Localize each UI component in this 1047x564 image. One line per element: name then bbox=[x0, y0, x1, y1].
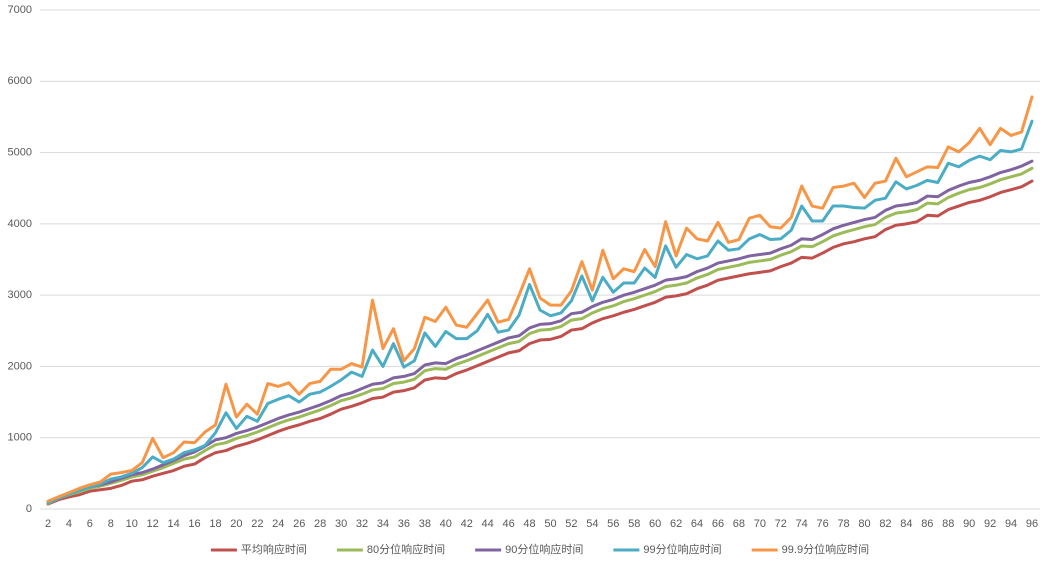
x-tick-label: 14 bbox=[167, 518, 179, 530]
legend-label: 99分位响应时间 bbox=[643, 542, 721, 556]
x-tick-label: 80 bbox=[858, 518, 870, 530]
x-tick-label: 22 bbox=[251, 518, 263, 530]
x-tick-label: 18 bbox=[209, 518, 221, 530]
x-tick-label: 38 bbox=[419, 518, 431, 530]
y-tick-label: 5000 bbox=[8, 146, 32, 158]
x-tick-label: 10 bbox=[126, 518, 138, 530]
x-tick-label: 40 bbox=[440, 518, 452, 530]
x-tick-label: 66 bbox=[712, 518, 724, 530]
y-tick-label: 3000 bbox=[8, 289, 32, 301]
x-tick-label: 78 bbox=[837, 518, 849, 530]
x-tick-label: 68 bbox=[733, 518, 745, 530]
x-tick-label: 28 bbox=[314, 518, 326, 530]
x-tick-label: 76 bbox=[817, 518, 829, 530]
x-tick-label: 6 bbox=[87, 518, 93, 530]
x-tick-label: 46 bbox=[502, 518, 514, 530]
x-tick-label: 16 bbox=[188, 518, 200, 530]
x-tick-label: 32 bbox=[356, 518, 368, 530]
x-tick-label: 50 bbox=[544, 518, 556, 530]
x-tick-label: 2 bbox=[45, 518, 51, 530]
x-tick-label: 48 bbox=[523, 518, 535, 530]
x-tick-label: 70 bbox=[754, 518, 766, 530]
legend-label: 90分位响应时间 bbox=[505, 542, 583, 556]
x-tick-label: 52 bbox=[565, 518, 577, 530]
x-tick-label: 44 bbox=[482, 518, 494, 530]
series-line bbox=[46, 159, 1034, 505]
x-tick-label: 30 bbox=[335, 518, 347, 530]
y-tick-label: 2000 bbox=[8, 360, 32, 372]
series-line bbox=[46, 166, 1034, 505]
x-tick-label: 64 bbox=[691, 518, 703, 530]
y-tick-label: 1000 bbox=[8, 432, 32, 444]
x-tick-label: 8 bbox=[108, 518, 114, 530]
x-tick-label: 26 bbox=[293, 518, 305, 530]
x-tick-label: 72 bbox=[775, 518, 787, 530]
x-tick-label: 62 bbox=[670, 518, 682, 530]
x-tick-label: 86 bbox=[921, 518, 933, 530]
x-tick-label: 42 bbox=[461, 518, 473, 530]
x-tick-label: 4 bbox=[66, 518, 72, 530]
x-tick-label: 84 bbox=[900, 518, 912, 530]
y-tick-label: 4000 bbox=[8, 218, 32, 230]
legend-label: 80分位响应时间 bbox=[367, 542, 445, 556]
x-tick-label: 60 bbox=[649, 518, 661, 530]
x-tick-label: 36 bbox=[398, 518, 410, 530]
x-tick-label: 54 bbox=[586, 518, 598, 530]
x-tick-label: 92 bbox=[984, 518, 996, 530]
x-tick-label: 20 bbox=[230, 518, 242, 530]
x-tick-label: 58 bbox=[628, 518, 640, 530]
series-line bbox=[46, 179, 1034, 506]
y-tick-label: 0 bbox=[26, 503, 32, 515]
x-tick-label: 56 bbox=[607, 518, 619, 530]
x-tick-label: 74 bbox=[796, 518, 808, 530]
x-tick-label: 96 bbox=[1026, 518, 1038, 530]
series-line bbox=[46, 95, 1034, 503]
x-tick-label: 12 bbox=[147, 518, 159, 530]
x-tick-label: 94 bbox=[1005, 518, 1017, 530]
series-line bbox=[46, 119, 1034, 505]
y-tick-label: 6000 bbox=[8, 75, 32, 87]
x-tick-label: 88 bbox=[942, 518, 954, 530]
legend-label: 平均响应时间 bbox=[241, 542, 307, 556]
x-tick-label: 34 bbox=[377, 518, 389, 530]
x-tick-label: 24 bbox=[272, 518, 284, 530]
legend-label: 99.9分位响应时间 bbox=[782, 542, 869, 556]
x-tick-label: 82 bbox=[879, 518, 891, 530]
x-tick-label: 90 bbox=[963, 518, 975, 530]
y-tick-label: 7000 bbox=[8, 4, 32, 16]
